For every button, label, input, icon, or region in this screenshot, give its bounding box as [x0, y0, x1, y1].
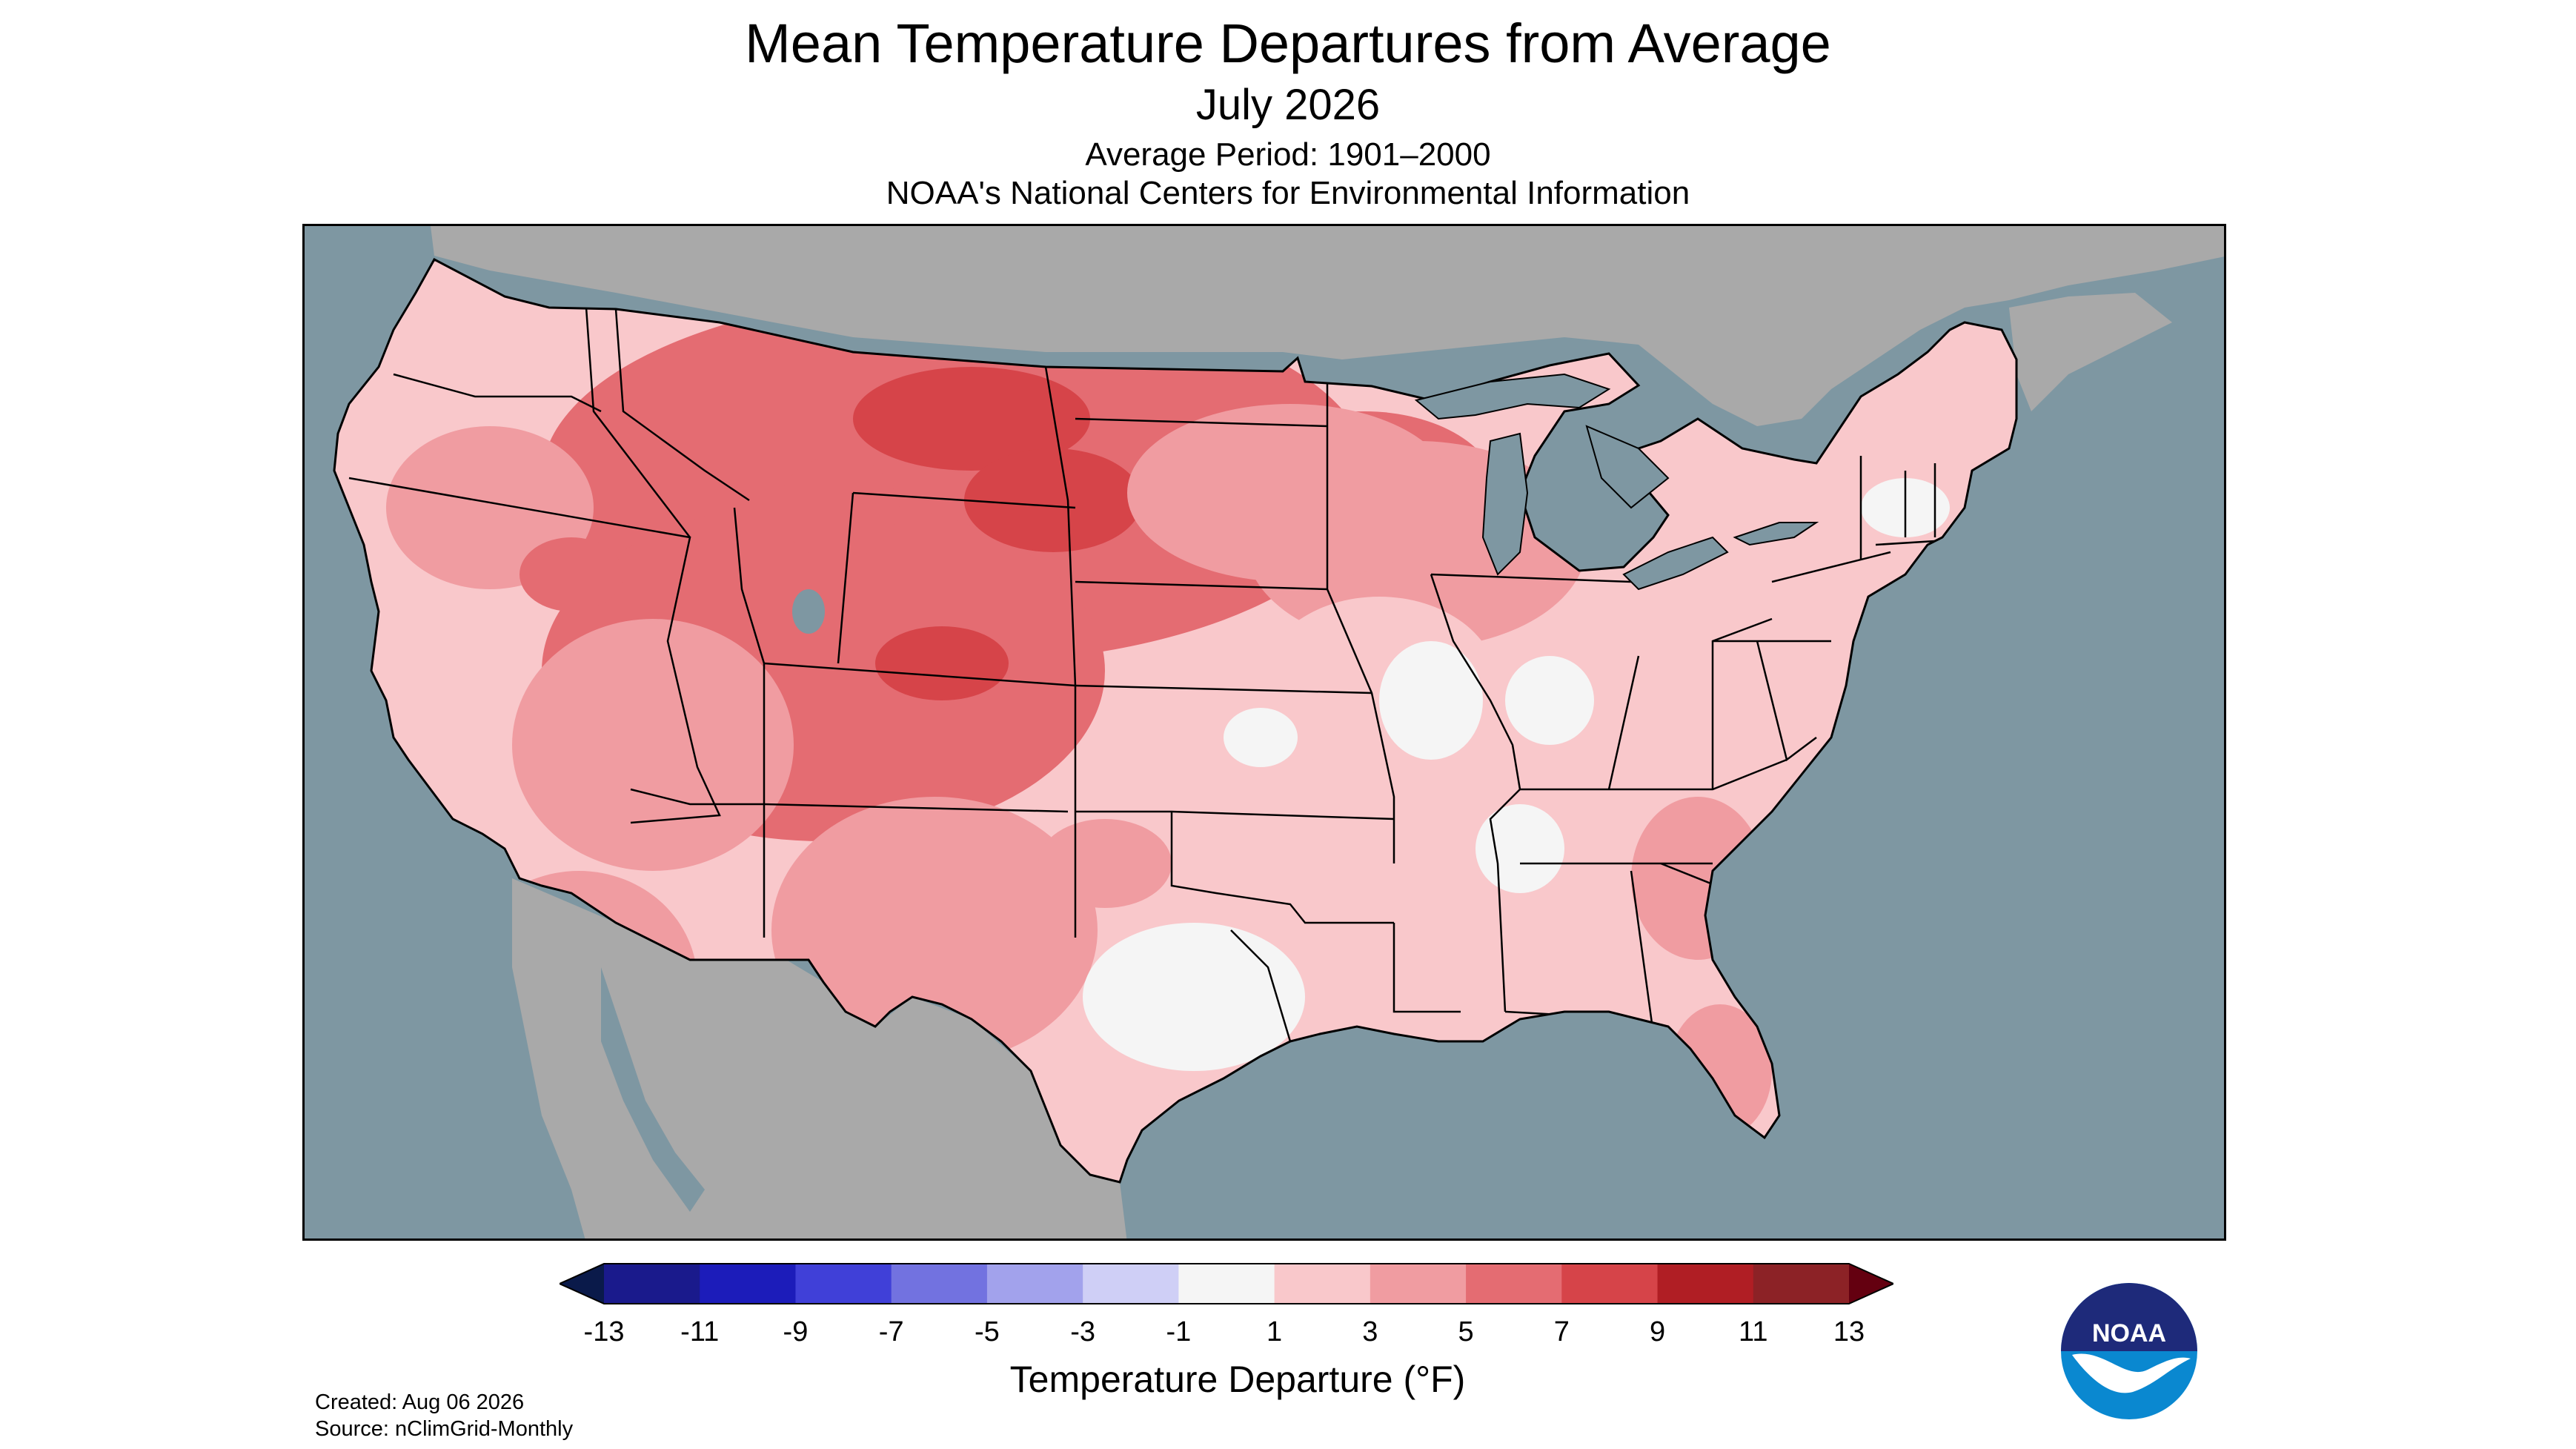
legend-tick-label: -5 [975, 1316, 1000, 1347]
canada-landmass [305, 226, 2224, 426]
legend-bin [1466, 1264, 1562, 1304]
legend-title: Temperature Departure (°F) [1009, 1359, 1466, 1400]
legend-bin [795, 1264, 892, 1304]
average-period: Average Period: 1901–2000 [1085, 136, 1491, 173]
data-source: Source: nClimGrid-Monthly [315, 1417, 574, 1441]
legend-tick-label: 13 [1833, 1316, 1865, 1347]
legend-bin [1753, 1264, 1850, 1304]
map-subtitle: July 2026 [1195, 81, 1381, 129]
legend-bin [700, 1264, 796, 1304]
legend-tick-label: 11 [1739, 1316, 1768, 1347]
legend-tick-label: -7 [878, 1316, 904, 1347]
legend-tick-label: 1 [1267, 1316, 1283, 1347]
legend-bin [986, 1264, 1083, 1304]
great-salt-lake [792, 589, 825, 634]
legend-tick-label: -3 [1070, 1316, 1096, 1347]
legend-bin [891, 1264, 988, 1304]
source-organization: NOAA's National Centers for Environmenta… [886, 175, 1690, 211]
legend-colorbar [560, 1263, 1893, 1304]
legend-bin [1274, 1264, 1371, 1304]
gulf-of-california [601, 967, 705, 1212]
legend-bin [1083, 1264, 1179, 1304]
us-temperature-map [302, 224, 2226, 1241]
great-lakes [1414, 373, 1819, 591]
legend-tick-label: 7 [1553, 1316, 1570, 1347]
legend-bins [560, 1263, 1893, 1304]
legend-tick-label: -13 [583, 1316, 625, 1347]
legend-tick-label: -11 [680, 1316, 720, 1347]
legend-bin [560, 1264, 604, 1304]
legend-tick-label: 5 [1458, 1316, 1474, 1347]
legend-tick-label: 9 [1649, 1316, 1666, 1347]
created-date: Created: Aug 06 2026 [315, 1390, 525, 1414]
legend-bin [604, 1264, 700, 1304]
map-title: Mean Temperature Departures from Average [745, 13, 1831, 74]
legend-bin [1657, 1264, 1754, 1304]
legend-tick-label: -1 [1166, 1316, 1192, 1347]
legend-bin [1849, 1264, 1893, 1304]
legend-tick-label: -9 [783, 1316, 809, 1347]
legend-bin [1178, 1264, 1275, 1304]
noaa-logo-icon: NOAA [2061, 1283, 2197, 1419]
map-svg [305, 226, 2224, 1239]
maritime-canada [2009, 293, 2172, 411]
legend-bin [1370, 1264, 1467, 1304]
noaa-logo-text: NOAA [2092, 1319, 2166, 1347]
legend-tick-label: 3 [1362, 1316, 1378, 1347]
legend-bin [1561, 1264, 1659, 1304]
